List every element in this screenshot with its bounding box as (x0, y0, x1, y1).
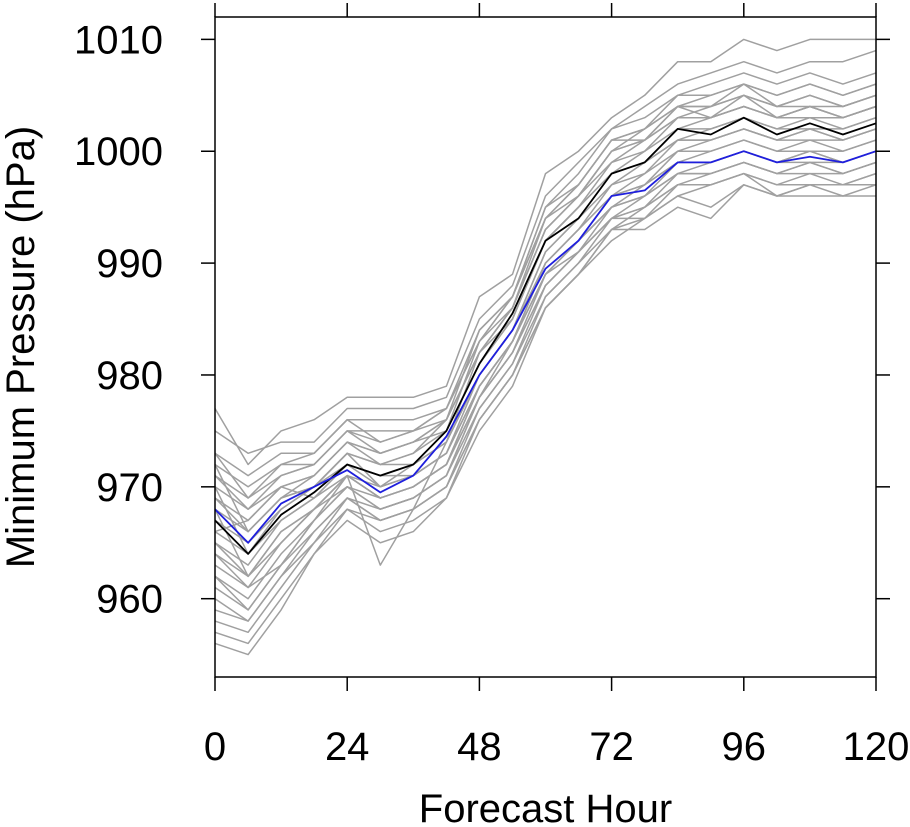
x-tick-labels: 0 24 48 72 96 120 (204, 725, 910, 769)
x-axis-title: Forecast Hour (419, 787, 672, 827)
ensemble-line-11 (214, 128, 877, 566)
plot-frame (214, 16, 877, 678)
y-tick-label: 1000 (74, 130, 163, 174)
ensemble-line-7 (214, 105, 877, 522)
ensemble-line-23 (214, 128, 877, 566)
ensemble-line-16 (214, 150, 877, 622)
x-tick-label: 24 (325, 725, 370, 769)
ensemble-line-10 (214, 116, 877, 555)
ensemble-line-19 (214, 172, 877, 645)
axis-ticks (201, 3, 890, 691)
ensemble-line-21 (214, 94, 877, 555)
ensemble-lines (214, 38, 877, 656)
x-tick-label: 96 (722, 725, 767, 769)
x-tick-label: 72 (589, 725, 634, 769)
y-tick-label: 970 (96, 466, 163, 510)
highlight-line-black (214, 116, 877, 555)
ensemble-line-6 (214, 94, 877, 510)
ensemble-line-20 (214, 172, 877, 656)
ensemble-line-1 (214, 38, 876, 466)
ensemble-line-29 (214, 184, 877, 611)
ensemble-line-30 (214, 161, 877, 578)
ensemble-line-27 (214, 184, 876, 533)
ensemble-line-25 (214, 172, 876, 578)
ensemble-line-18 (214, 161, 877, 634)
ensemble-line-28 (214, 83, 877, 499)
y-tick-labels: 960 970 980 990 1000 1010 (74, 18, 163, 621)
ensemble-line-24 (214, 150, 877, 589)
ensemble-line-22 (214, 83, 877, 533)
x-tick-label: 48 (457, 725, 502, 769)
ensemble-line-8 (214, 105, 877, 533)
y-tick-label: 990 (96, 242, 163, 286)
x-tick-label: 0 (204, 725, 226, 769)
y-tick-label: 960 (96, 578, 163, 622)
ensemble-line-9 (214, 116, 877, 544)
y-tick-label: 980 (96, 354, 163, 398)
highlight-line-blue (214, 150, 877, 544)
ensemble-line-26 (214, 105, 877, 510)
x-tick-label: 120 (843, 725, 910, 769)
y-tick-label: 1010 (74, 18, 163, 62)
y-axis-title: Minimum Pressure (hPa) (0, 126, 43, 568)
highlight-lines (214, 116, 877, 555)
ensemble-line-2 (214, 49, 877, 455)
